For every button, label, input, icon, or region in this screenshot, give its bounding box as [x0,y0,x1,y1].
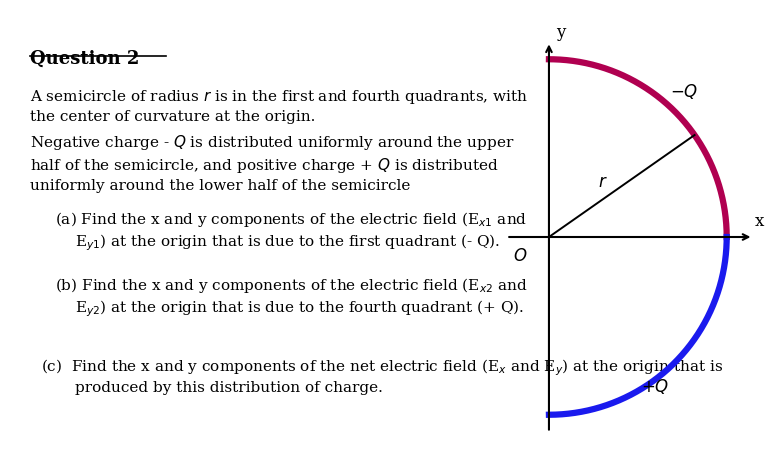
Text: uniformly around the lower half of the semicircle: uniformly around the lower half of the s… [31,179,411,193]
Text: E$_{y1}$) at the origin that is due to the first quadrant (- Q).: E$_{y1}$) at the origin that is due to t… [74,232,500,253]
Text: produced by this distribution of charge.: produced by this distribution of charge. [74,381,383,395]
Text: (a) Find the x and y components of the electric field (E$_{x1}$ and: (a) Find the x and y components of the e… [55,210,528,228]
Text: $O$: $O$ [513,247,528,264]
Text: (b) Find the x and y components of the electric field (E$_{x2}$ and: (b) Find the x and y components of the e… [55,276,528,295]
Text: y: y [556,25,565,42]
Text: Negative charge - $Q$ is distributed uniformly around the upper: Negative charge - $Q$ is distributed uni… [31,133,515,152]
Text: $+Q$: $+Q$ [641,377,670,396]
Text: $-Q$: $-Q$ [670,82,698,101]
Text: x: x [755,213,765,230]
Text: (c)  Find the x and y components of the net electric field (E$_x$ and E$_y$) at : (c) Find the x and y components of the n… [41,358,723,378]
Text: A semicircle of radius $r$ is in the first and fourth quadrants, with: A semicircle of radius $r$ is in the fir… [31,88,528,106]
Text: the center of curvature at the origin.: the center of curvature at the origin. [31,110,316,125]
Text: E$_{y2}$) at the origin that is due to the fourth quadrant (+ Q).: E$_{y2}$) at the origin that is due to t… [74,299,524,319]
Text: half of the semicircle, and positive charge + $Q$ is distributed: half of the semicircle, and positive cha… [31,156,499,175]
Text: $r$: $r$ [598,174,607,191]
Text: Question 2: Question 2 [31,50,140,68]
